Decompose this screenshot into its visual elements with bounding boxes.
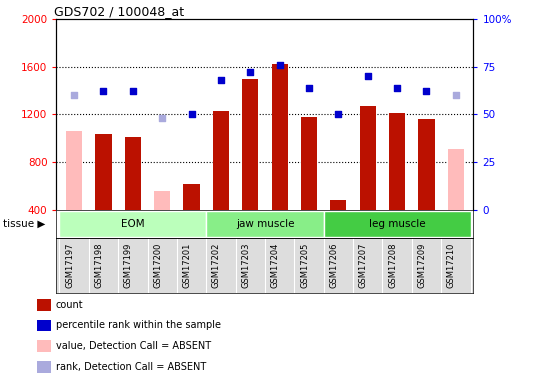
Bar [360,106,376,210]
Text: GSM17201: GSM17201 [182,243,192,288]
Point [158,115,166,121]
Point [364,73,372,79]
Bar [213,111,229,210]
Bar [37,361,51,372]
Text: GSM17206: GSM17206 [329,243,338,288]
Bar [37,320,51,331]
Text: leg muscle: leg muscle [369,219,426,229]
Text: GSM17208: GSM17208 [388,243,397,288]
Point [70,92,79,98]
Bar [324,211,471,237]
Text: percentile rank within the sample: percentile rank within the sample [56,321,221,330]
Point [275,62,284,68]
Point [129,88,137,94]
Text: GDS702 / 100048_at: GDS702 / 100048_at [54,4,185,18]
Text: GSM17202: GSM17202 [212,243,221,288]
Bar [59,211,206,237]
Text: GSM17197: GSM17197 [65,243,74,288]
Text: GSM17198: GSM17198 [95,243,103,288]
Bar [125,137,141,210]
Bar [37,340,51,352]
Text: value, Detection Call = ABSENT: value, Detection Call = ABSENT [56,341,211,351]
Text: count: count [56,300,83,310]
Bar [183,184,200,210]
Bar [272,64,288,210]
Point [305,85,313,91]
Point [246,69,254,75]
Text: GSM17210: GSM17210 [447,243,456,288]
Point [217,77,225,83]
Bar [301,117,317,210]
Text: EOM: EOM [121,219,145,229]
Bar [66,131,82,210]
Point [99,88,108,94]
Text: GSM17199: GSM17199 [124,243,133,288]
Bar [389,113,405,210]
Bar [206,211,324,237]
Text: GSM17200: GSM17200 [153,243,162,288]
Bar [154,191,170,210]
Point [451,92,460,98]
Bar [330,201,346,210]
Point [334,111,343,117]
Point [187,111,196,117]
Bar [448,149,464,210]
Text: tissue ▶: tissue ▶ [3,219,45,229]
Point [422,88,431,94]
Text: jaw muscle: jaw muscle [236,219,294,229]
Text: GSM17207: GSM17207 [359,243,368,288]
Text: GSM17205: GSM17205 [300,243,309,288]
Text: rank, Detection Call = ABSENT: rank, Detection Call = ABSENT [56,362,206,372]
Text: GSM17209: GSM17209 [417,243,427,288]
Text: GSM17203: GSM17203 [241,243,250,288]
Point [393,85,401,91]
Text: GSM17204: GSM17204 [271,243,280,288]
Bar [95,134,111,210]
Bar [419,119,435,210]
Bar [242,78,258,210]
Bar [37,299,51,310]
